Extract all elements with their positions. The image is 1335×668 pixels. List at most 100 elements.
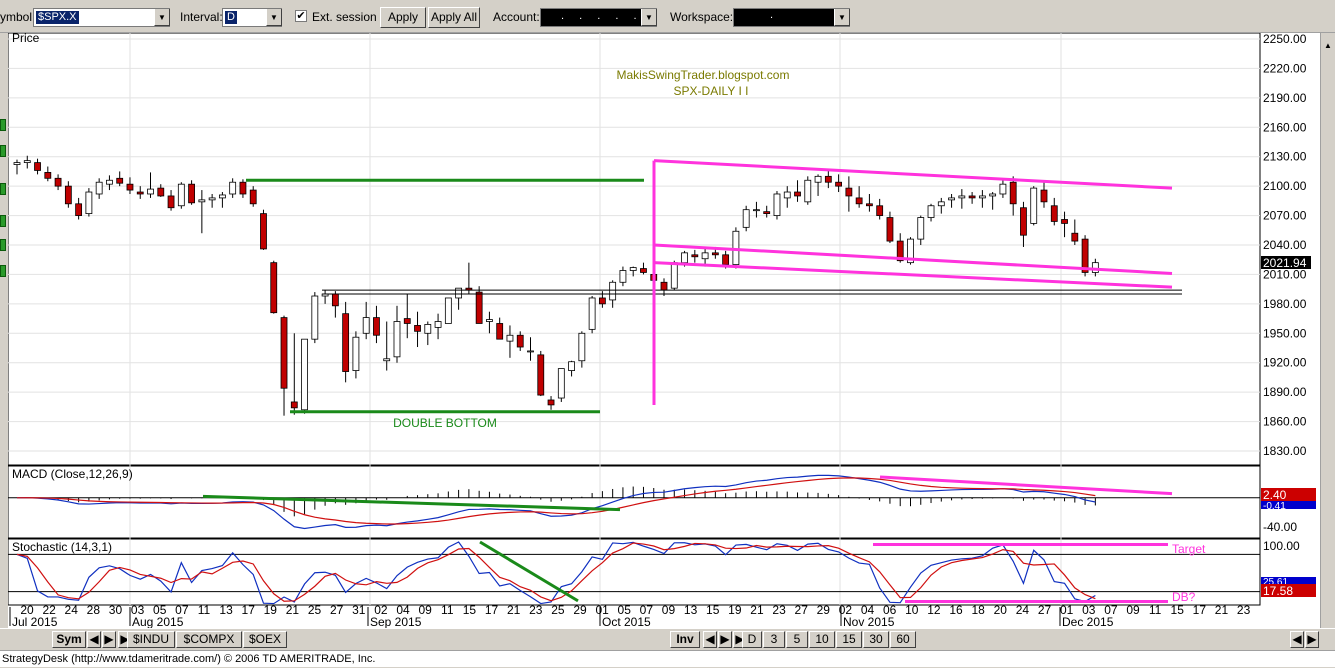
workspace-label: Workspace: [670, 10, 734, 24]
stoch-value1: 25.61 [1263, 577, 1288, 588]
sidebar-marker[interactable] [0, 265, 6, 277]
stoch-value1-box [1261, 577, 1316, 585]
sidebar-marker[interactable] [0, 239, 6, 251]
interval-tab-d[interactable]: D [742, 631, 762, 648]
candle-body [516, 334, 524, 348]
candle-body [1030, 187, 1038, 224]
interval-tab-3[interactable]: 3 [763, 631, 785, 648]
symbol-value: $SPX.X [36, 11, 79, 24]
scroll-left-icon[interactable]: ◀ [87, 631, 101, 648]
interval-tab-5[interactable]: 5 [786, 631, 808, 648]
candle-body [753, 209, 760, 212]
x-axis-day-label: 01 [1060, 603, 1074, 617]
candle-body [116, 177, 124, 184]
price-tick-label: 1860.00 [1263, 415, 1307, 429]
sidebar-marker[interactable] [0, 145, 6, 157]
macd-value2-box [1261, 501, 1316, 509]
x-axis-day-label: 25 [551, 603, 565, 617]
x-axis-day-label: 11 [441, 603, 454, 617]
macd-panel-title: MACD (Close,12,26,9) [12, 467, 133, 481]
workspace-combo[interactable]: . ▼ [733, 8, 850, 27]
scroll-left-icon[interactable]: ◀ [1290, 631, 1304, 648]
sidebar-marker[interactable] [0, 183, 6, 195]
stoch-value2: 17.58 [1263, 584, 1293, 598]
price-tick-label: 1980.00 [1263, 297, 1307, 311]
interval-tab-10[interactable]: 10 [809, 631, 835, 648]
chevron-down-icon[interactable]: ▼ [834, 9, 850, 26]
candle-body [1020, 207, 1027, 236]
candle-body [486, 319, 493, 322]
last-price-value: 2021.94 [1263, 256, 1307, 270]
chart-area[interactable]: 2250.00 2220.00 2190.00 2160.00 2130.00 2100.… [0, 31, 1335, 629]
candle-body [331, 293, 339, 307]
sidebar-marker[interactable] [0, 119, 6, 131]
candle-body [824, 175, 832, 183]
symbol-combo[interactable]: $SPX.X ▼ [33, 8, 170, 27]
inv-button[interactable]: Inv [670, 631, 700, 648]
x-axis-day-label: 27 [795, 603, 809, 617]
chart-svg: 2250.00 2220.00 2190.00 2160.00 2130.00 2100.… [7, 31, 1316, 629]
candle-body [506, 334, 514, 342]
candle-body [373, 317, 380, 336]
annotations [246, 159, 1182, 414]
price-tick-label: 2100.00 [1263, 179, 1307, 193]
ext-session-label: Ext. session [312, 10, 377, 24]
chevron-down-icon[interactable]: ▼ [266, 9, 282, 26]
candle-body [496, 323, 504, 340]
scroll-right-icon[interactable]: ▶ [102, 631, 116, 648]
price-tick-label: 2010.00 [1263, 267, 1307, 281]
x-axis-day-label: 05 [618, 603, 632, 617]
candle-body [249, 189, 257, 205]
price-tick-label: 1920.00 [1263, 356, 1307, 370]
interval-tab-60[interactable]: 60 [890, 631, 916, 648]
last-price-box [1261, 256, 1311, 269]
candle-body [773, 193, 781, 216]
candle-body [260, 213, 267, 250]
x-axis-day-label: 24 [1016, 603, 1030, 617]
x-axis-month-label: Dec 2015 [1062, 615, 1114, 628]
target-label: Target [1172, 542, 1206, 556]
chevron-down-icon[interactable]: ▼ [154, 9, 170, 26]
interval-combo[interactable]: D ▼ [222, 8, 282, 27]
scroll-up-icon[interactable]: ▲ [1324, 41, 1332, 50]
interval-tab-15[interactable]: 15 [836, 631, 862, 648]
sidebar-marker[interactable] [0, 215, 6, 227]
candle-body [978, 195, 986, 199]
interval-tab-30[interactable]: 30 [863, 631, 889, 648]
tab-oex[interactable]: $OEX [243, 631, 287, 648]
candle-body [290, 401, 298, 409]
x-axis-day-label: 30 [109, 603, 123, 617]
sym-button[interactable]: Sym [52, 631, 86, 648]
x-axis-day-label: 15 [1171, 603, 1185, 617]
bottom-bar: Sym ◀ ▶ ▶ $INDU $COMPX $OEX Inv ◀ ▶ ▶ D … [0, 628, 1335, 650]
tab-compx[interactable]: $COMPX [176, 631, 242, 648]
apply-all-button[interactable]: Apply All [428, 7, 480, 28]
candle-body [311, 295, 319, 340]
candle-body [609, 281, 617, 301]
interval-value: D [225, 11, 237, 24]
ext-session-checkbox[interactable]: ✔ [295, 10, 307, 22]
tab-indu[interactable]: $INDU [127, 631, 175, 648]
chevron-down-icon[interactable]: ▼ [641, 9, 657, 26]
candle-body [527, 350, 534, 353]
stoch-trend-line [479, 540, 579, 603]
account-combo[interactable]: . . . . . ▼ [540, 8, 657, 27]
scroll-right-icon[interactable]: ▶ [1305, 631, 1319, 648]
x-axis-day-label: 21 [750, 603, 764, 617]
toolbar: ymbol: $SPX.X ▼ Interval: D ▼ ✔ Ext. ses… [0, 0, 1335, 33]
interval-scroll-left-icon[interactable]: ◀ [703, 631, 717, 648]
x-axis-day-label: 04 [396, 603, 410, 617]
x-axis-day-label: 17 [485, 603, 499, 617]
candle-body [44, 172, 52, 179]
symbol-label: ymbol: [0, 10, 36, 24]
channel-upper-line [653, 159, 1173, 190]
apply-button[interactable]: Apply [380, 7, 426, 28]
price-panel-title: Price [12, 33, 40, 45]
candle-body [270, 262, 278, 314]
x-axis-day-label: 21 [286, 603, 300, 617]
candle-body [578, 332, 586, 362]
right-scrollbar[interactable]: ▲ [1320, 33, 1335, 628]
interval-scroll-right-icon[interactable]: ▶ [718, 631, 732, 648]
x-axis-day-label: 03 [1082, 603, 1096, 617]
channel-mid-line [653, 243, 1173, 275]
